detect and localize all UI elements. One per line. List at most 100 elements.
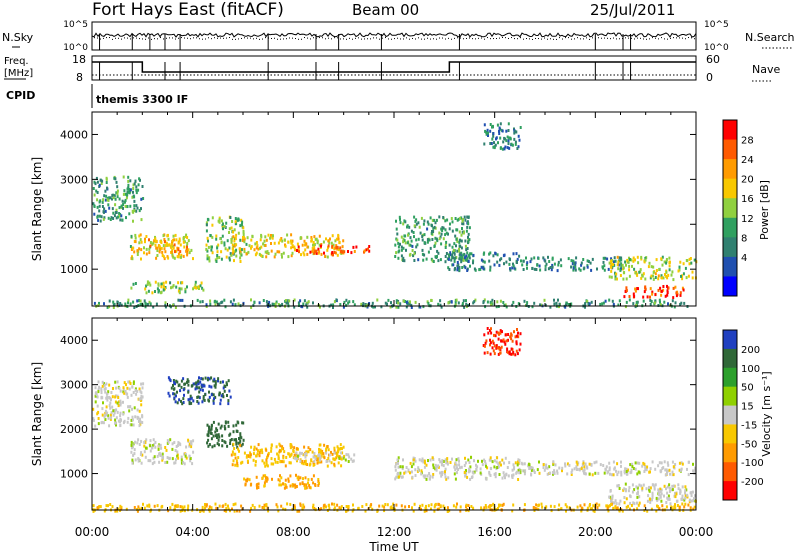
power-cell xyxy=(418,225,421,229)
velocity-cell xyxy=(490,327,492,331)
velocity-cell xyxy=(160,453,163,457)
beam-label: Beam 00 xyxy=(352,1,419,19)
power-cell xyxy=(564,305,567,309)
power-cell xyxy=(121,199,124,203)
velocity-cell xyxy=(631,462,634,466)
velocity-cell xyxy=(117,419,120,423)
power-cell xyxy=(557,260,560,264)
power-cell xyxy=(93,212,96,216)
nsearch-dot xyxy=(280,38,281,40)
power-cell xyxy=(127,298,130,302)
velocity-cell xyxy=(227,379,230,383)
power-cell xyxy=(178,291,181,295)
power-cell xyxy=(235,248,238,252)
power-cell xyxy=(253,300,256,304)
power-cell xyxy=(216,254,219,257)
velocity-cell xyxy=(187,379,190,383)
velocity-cell xyxy=(126,420,129,424)
velocity-cell xyxy=(213,377,216,381)
power-cell xyxy=(454,301,457,305)
power-cell xyxy=(162,288,165,292)
velocity-cell xyxy=(424,506,427,510)
power-cell xyxy=(171,248,174,252)
power-cell xyxy=(298,250,300,254)
power-cell xyxy=(291,251,294,255)
velocity-cell xyxy=(625,472,628,476)
power-cell xyxy=(137,188,140,192)
velocity-cell xyxy=(221,393,224,396)
power-cell xyxy=(170,286,172,290)
power-cell xyxy=(611,299,614,303)
velocity-cell xyxy=(249,453,252,457)
velocity-cell xyxy=(669,472,671,476)
velocity-cell xyxy=(168,394,171,398)
power-cell xyxy=(432,230,435,233)
velocity-cell xyxy=(465,469,467,473)
power-cell xyxy=(452,250,455,254)
power-cell xyxy=(270,249,273,253)
velocity-cell xyxy=(446,457,449,461)
velocity-cell xyxy=(166,439,169,443)
power-cell xyxy=(604,299,607,303)
velocity-cell xyxy=(294,483,297,487)
velocity-cell xyxy=(136,509,139,513)
power-cell xyxy=(376,298,379,302)
velocity-cell xyxy=(143,444,146,448)
power-cell xyxy=(343,250,346,254)
velocity-cell xyxy=(113,411,116,415)
power-cell xyxy=(103,302,105,306)
power-cell xyxy=(139,238,142,242)
power-cell xyxy=(665,270,668,274)
velocity-cell xyxy=(296,456,299,460)
velocity-cell xyxy=(345,509,347,513)
power-cell xyxy=(125,196,128,200)
velocity-cell xyxy=(528,463,531,467)
power-cell xyxy=(138,209,141,213)
power-cell xyxy=(409,252,412,256)
velocity-cell xyxy=(667,497,670,501)
power-cell xyxy=(422,258,425,262)
nave-label: Nave xyxy=(752,63,780,76)
velocity-cell xyxy=(173,392,176,396)
power-cell xyxy=(666,291,669,294)
velocity-cell xyxy=(283,450,286,454)
nsearch-dot xyxy=(151,38,152,40)
velocity-cell xyxy=(593,509,596,513)
velocity-cell xyxy=(399,471,402,475)
velocity-cell xyxy=(284,478,287,482)
power-cell xyxy=(421,248,424,252)
velocity-cell xyxy=(451,457,453,461)
power-cell xyxy=(431,259,434,263)
power-cell xyxy=(327,246,329,250)
power-cell xyxy=(675,294,678,298)
velocity-cell xyxy=(504,342,507,346)
power-cell xyxy=(596,267,598,271)
nsearch-dot xyxy=(442,37,443,39)
power-cell xyxy=(103,216,106,220)
power-cell xyxy=(414,219,417,223)
velocity-cell xyxy=(168,456,171,460)
power-cell xyxy=(140,197,143,201)
velocity-cell xyxy=(255,454,258,458)
velocity-cell xyxy=(420,507,422,511)
power-cell xyxy=(99,178,102,182)
velocity-cell xyxy=(684,502,687,506)
power-cell xyxy=(128,212,131,216)
velocity-cell xyxy=(582,461,585,465)
power-cell xyxy=(216,246,219,250)
power-cell xyxy=(211,245,213,249)
velocity-cell xyxy=(566,472,569,476)
nsearch-dot xyxy=(346,38,347,40)
nsearch-dot xyxy=(655,37,656,39)
velocity-cell xyxy=(658,491,661,495)
velocity-cell xyxy=(217,377,220,381)
power-cell xyxy=(570,302,573,306)
velocity-cell xyxy=(411,506,413,510)
power-cell xyxy=(455,228,458,232)
power-cell xyxy=(628,298,631,302)
power-cell xyxy=(125,216,127,220)
power-cell xyxy=(672,286,675,290)
velocity-cell xyxy=(104,413,107,417)
power-cell xyxy=(489,251,492,255)
nsearch-dot xyxy=(364,38,365,40)
